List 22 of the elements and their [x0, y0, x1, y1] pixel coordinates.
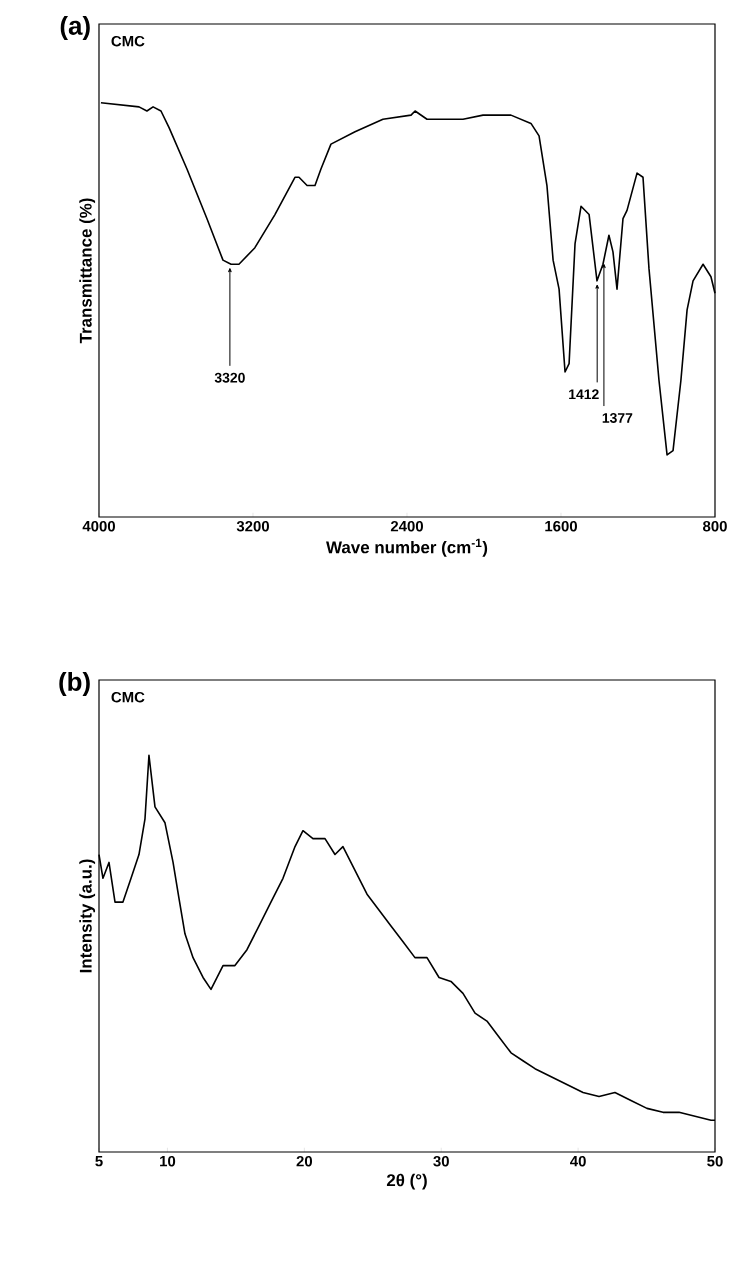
annotation: 1412 — [569, 389, 599, 400]
x-tick-label: 10 — [160, 1155, 176, 1167]
text: CMC — [111, 35, 145, 47]
x-tick-label: 3200 — [236, 520, 269, 532]
annotation: 1377 — [602, 412, 633, 423]
x-tick-label: 20 — [296, 1155, 313, 1167]
chart-title: (b) — [59, 671, 90, 697]
x-tick-label: 2400 — [390, 520, 423, 532]
x-axis-title: 2θ (°) — [386, 1173, 427, 1190]
x-axis-title: Wave number (cm$^{-1}$) — [326, 538, 488, 557]
x-tick-label: 4000 — [82, 520, 115, 532]
y-axis-title: Intensity (a.u.) — [79, 859, 96, 973]
x-tick-label: 800 — [703, 520, 727, 532]
text: CMC — [111, 691, 145, 703]
y-axis-title: Transmittance (%) — [79, 198, 96, 344]
x-tick-label: 30 — [433, 1155, 449, 1167]
x-tick-label: 5 — [95, 1155, 103, 1167]
x-tick-label: 1600 — [545, 520, 577, 532]
annotation: 3320 — [214, 372, 245, 383]
chart-title: (a) — [60, 15, 90, 41]
x-tick-label: 50 — [707, 1155, 723, 1167]
x-tick-label: 40 — [570, 1155, 586, 1167]
